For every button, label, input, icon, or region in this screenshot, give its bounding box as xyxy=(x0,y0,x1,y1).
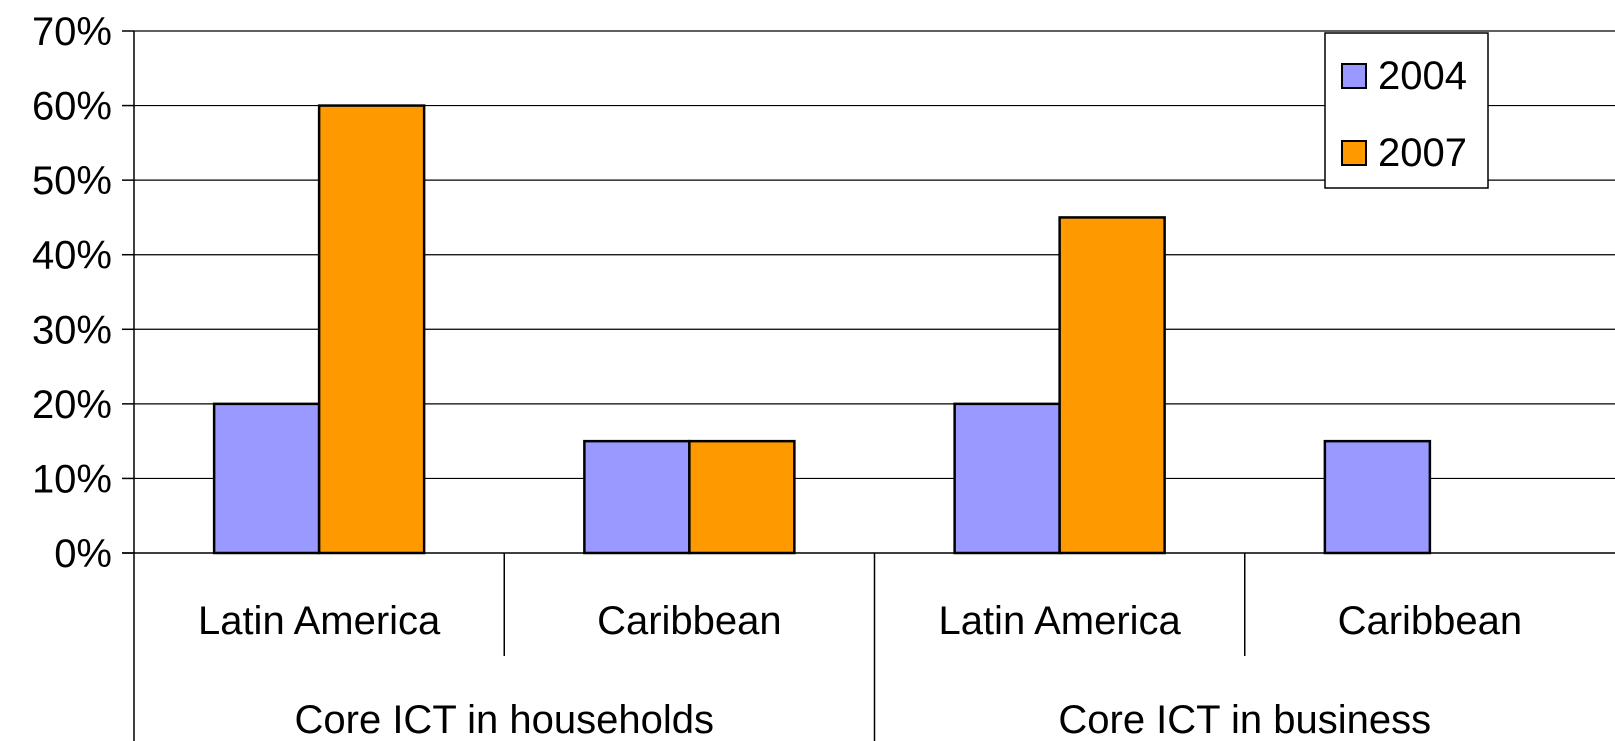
bar-2004-caribbean xyxy=(583,439,691,555)
bar-2004-latin-america xyxy=(212,402,321,555)
y-tick-label: 40% xyxy=(32,234,112,278)
legend-label-2007: 2007 xyxy=(1378,131,1467,175)
x-group-label: Core ICT in business xyxy=(1058,698,1431,741)
axes xyxy=(122,31,1615,741)
y-tick-label: 10% xyxy=(32,457,112,501)
x-group-label: Core ICT in households xyxy=(295,698,715,741)
y-tick-label: 30% xyxy=(32,308,112,352)
bar-2004-latin-america xyxy=(953,402,1061,555)
bar-2007-caribbean xyxy=(688,439,796,555)
legend-label-2004: 2004 xyxy=(1378,54,1467,98)
bar-2004-caribbean xyxy=(1323,439,1432,555)
y-tick-label: 20% xyxy=(32,383,112,427)
y-tick-label: 0% xyxy=(54,532,112,576)
x-category-label: Latin America xyxy=(938,599,1181,643)
x-category-label: Caribbean xyxy=(597,599,782,643)
y-tick-label: 70% xyxy=(32,10,112,54)
bar-2007-latin-america xyxy=(1058,216,1166,555)
legend-swatch-2007 xyxy=(1341,140,1367,166)
legend-swatch-2004 xyxy=(1341,63,1367,89)
bar-2007-latin-america xyxy=(317,104,426,555)
x-category-label: Caribbean xyxy=(1338,599,1523,643)
legend: 2004 2007 xyxy=(1324,32,1489,189)
y-tick-label: 60% xyxy=(32,85,112,129)
category-labels: Latin America Caribbean Latin America Carib… xyxy=(198,599,1522,741)
y-tick-label: 50% xyxy=(32,159,112,203)
x-category-label: Latin America xyxy=(198,599,441,643)
bars xyxy=(212,104,1432,555)
y-axis-tick-labels: 0% 10% 20% 30% 40% 50% 60% 70% xyxy=(32,10,134,576)
